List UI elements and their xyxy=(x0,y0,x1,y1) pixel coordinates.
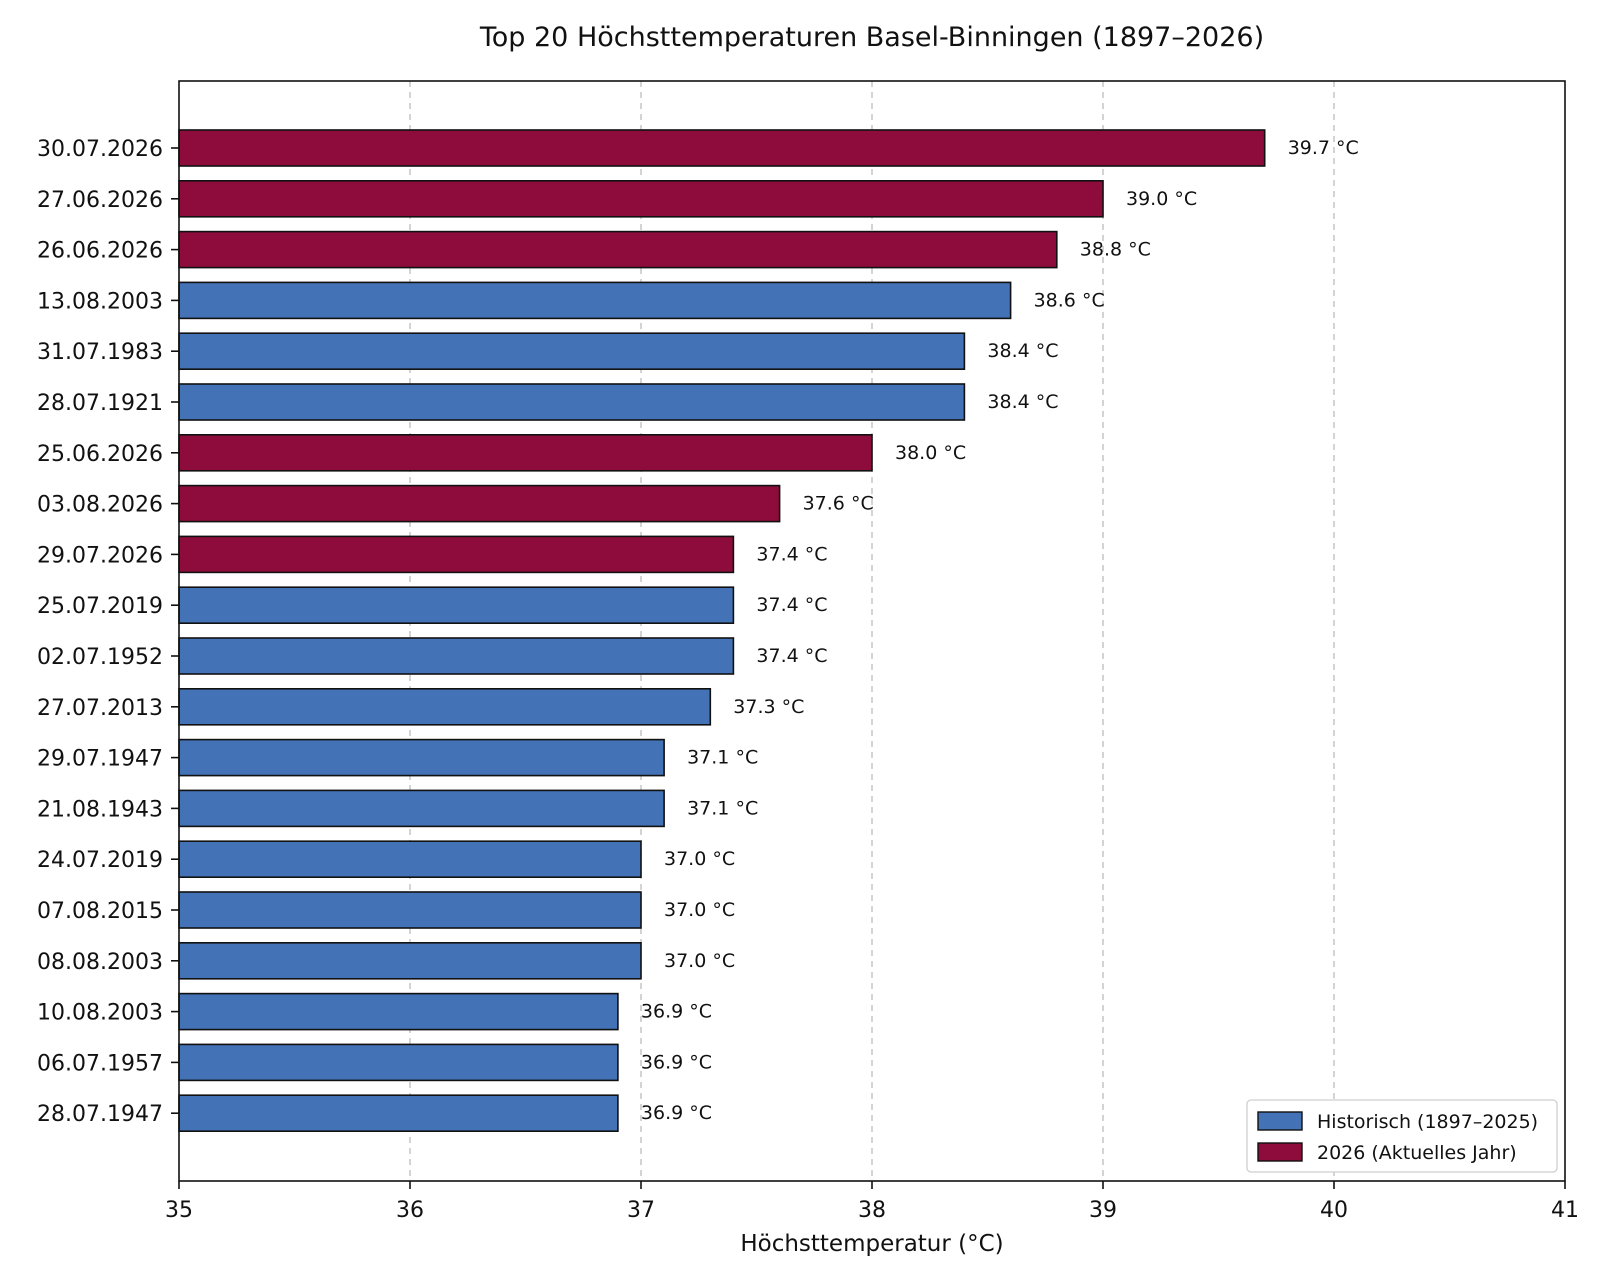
legend-swatch xyxy=(1257,1142,1303,1162)
y-tick-label: 29.07.1947 xyxy=(37,747,163,772)
bar-value-label: 36.9 °C xyxy=(641,1051,712,1073)
x-axis: 35 36 37 38 39 40 41 xyxy=(165,1181,1579,1223)
y-tick-label: 28.07.1947 xyxy=(37,1102,163,1127)
legend-label: Historisch (1897–2025) xyxy=(1317,1111,1538,1133)
bar xyxy=(178,332,966,371)
y-tick-label: 25.07.2019 xyxy=(37,594,163,619)
y-tick-label: 24.07.2019 xyxy=(37,848,163,873)
y-tick-label: 03.08.2026 xyxy=(37,493,163,518)
bar-value-label: 38.4 °C xyxy=(987,340,1058,362)
bar xyxy=(178,230,1058,269)
y-tick-label: 31.07.1983 xyxy=(37,340,163,365)
y-tick-label: 06.07.1957 xyxy=(37,1051,163,1076)
bar-value-label: 37.3 °C xyxy=(733,696,804,718)
x-tick-label: 35 xyxy=(165,1198,193,1223)
y-axis: 30.07.2026 27.06.2026 26.06.2026 13.08.2003… xyxy=(37,137,179,1127)
bar xyxy=(178,992,619,1031)
bar xyxy=(178,738,665,777)
bar-value-label: 37.0 °C xyxy=(664,899,735,921)
bar-value-label: 37.4 °C xyxy=(756,645,827,667)
bar-value-label: 37.1 °C xyxy=(687,747,758,769)
bar-value-label: 38.6 °C xyxy=(1034,289,1105,311)
bar xyxy=(178,281,1012,320)
y-tick-label: 10.08.2003 xyxy=(37,1001,163,1026)
x-tick-label: 37 xyxy=(627,1198,655,1223)
legend-box xyxy=(1246,1099,1558,1173)
legend-swatch xyxy=(1257,1111,1303,1131)
x-tick-label: 40 xyxy=(1320,1198,1348,1223)
y-tick-label: 29.07.2026 xyxy=(37,543,163,568)
bar xyxy=(178,637,735,675)
bar-value-label: 36.9 °C xyxy=(641,1102,712,1124)
bar xyxy=(178,941,642,980)
bar xyxy=(178,586,735,625)
bars-layer xyxy=(178,129,1266,1132)
x-tick-label: 39 xyxy=(1089,1198,1117,1223)
bar xyxy=(178,789,665,828)
y-tick-label: 28.07.1921 xyxy=(37,391,163,416)
bar-value-label: 38.8 °C xyxy=(1080,239,1151,261)
bar xyxy=(178,840,642,879)
bar xyxy=(178,484,781,523)
x-tick-label: 41 xyxy=(1551,1198,1579,1223)
bar-value-label: 36.9 °C xyxy=(641,1001,712,1023)
bar-value-label: 37.4 °C xyxy=(756,594,827,616)
y-tick-label: 08.08.2003 xyxy=(37,950,163,975)
y-tick-label: 27.06.2026 xyxy=(37,188,163,213)
bar-value-label: 37.0 °C xyxy=(664,848,735,870)
value-labels-layer: 39.7 °C 39.0 °C 38.8 °C 38.6 °C 38.4 °C 38.4 … xyxy=(641,137,1359,1124)
bar-value-label: 37.1 °C xyxy=(687,797,758,819)
bar xyxy=(178,383,966,421)
bar xyxy=(178,687,712,726)
bar-value-label: 37.4 °C xyxy=(756,543,827,565)
bar-value-label: 39.0 °C xyxy=(1126,188,1197,210)
y-tick-label: 26.06.2026 xyxy=(37,239,163,264)
bar xyxy=(178,535,735,574)
bar-value-label: 37.0 °C xyxy=(664,950,735,972)
bar xyxy=(178,180,1104,218)
chart-title: Top 20 Höchsttemperaturen Basel-Binninge… xyxy=(479,22,1264,53)
y-tick-label: 27.07.2013 xyxy=(37,696,163,721)
legend-label: 2026 (Aktuelles Jahr) xyxy=(1317,1142,1517,1164)
bar-value-label: 38.0 °C xyxy=(895,442,966,464)
bar xyxy=(178,1043,619,1082)
bar xyxy=(178,129,1266,167)
y-tick-label: 30.07.2026 xyxy=(37,137,163,162)
legend: Historisch (1897–2025) 2026 (Aktuelles Ja… xyxy=(1246,1099,1558,1173)
x-tick-label: 36 xyxy=(396,1198,424,1223)
x-tick-label: 38 xyxy=(858,1198,886,1223)
y-tick-label: 25.06.2026 xyxy=(37,442,163,467)
y-tick-label: 21.08.1943 xyxy=(37,797,163,822)
bar-value-label: 39.7 °C xyxy=(1288,137,1359,159)
bar xyxy=(178,1094,619,1132)
x-axis-label: Höchsttemperatur (°C) xyxy=(740,1231,1003,1257)
bar-value-label: 37.6 °C xyxy=(803,493,874,515)
y-tick-label: 13.08.2003 xyxy=(37,289,163,314)
y-tick-label: 07.08.2015 xyxy=(37,899,163,924)
bar xyxy=(178,891,642,929)
bar xyxy=(178,433,873,472)
y-tick-label: 02.07.1952 xyxy=(37,645,163,670)
bar-value-label: 38.4 °C xyxy=(987,391,1058,413)
